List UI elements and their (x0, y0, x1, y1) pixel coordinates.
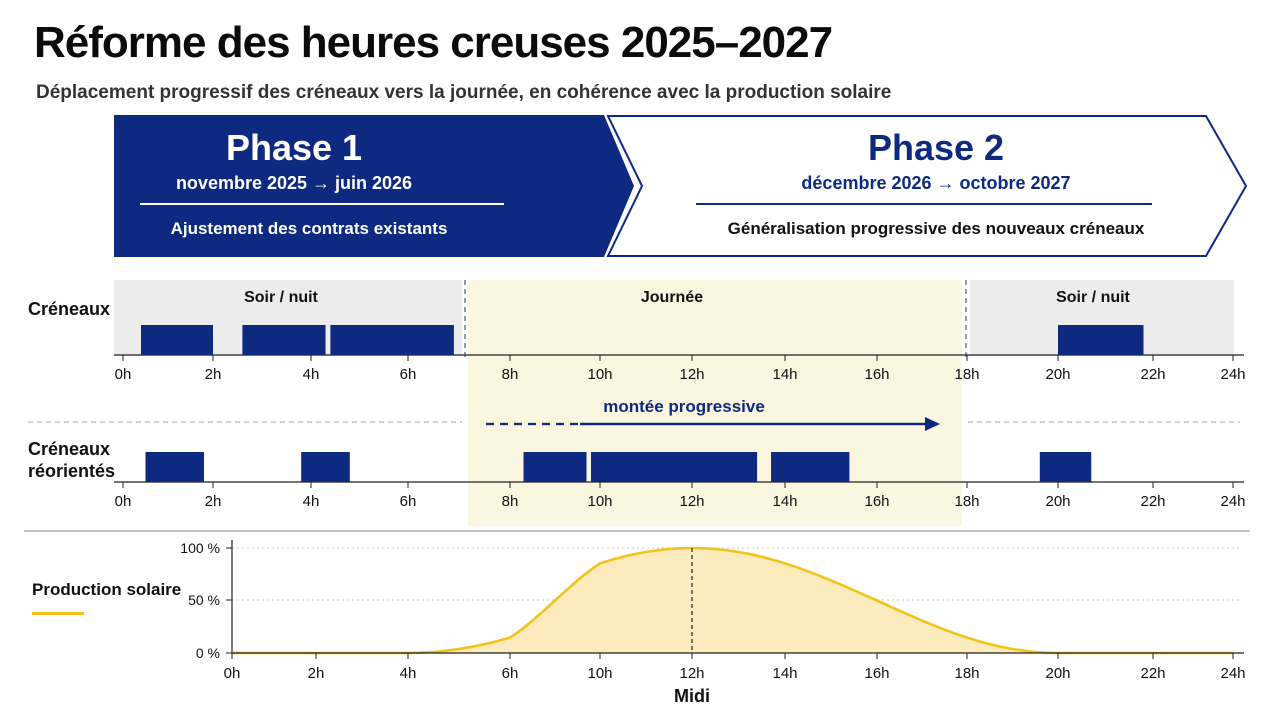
phase-1-banner: Phase 1 novembre 2025 → juin 2026 Ajuste… (114, 115, 634, 257)
zone-label-evening-left: Soir / nuit (244, 289, 318, 306)
reoriented-tick-label-6: 12h (679, 493, 704, 510)
phase-1-name: Phase 1 (225, 127, 363, 168)
phase-2-banner: Phase 2 décembre 2026 → octobre 2027 Gén… (606, 115, 1248, 257)
solar-x-tick-label-2: 4h (400, 665, 417, 682)
reoriented-slot-2 (523, 452, 587, 482)
phase-1-dates: novembre 2025 → juin 2026 (175, 173, 413, 193)
reoriented-slot-1 (301, 452, 350, 482)
current-slot-1 (242, 325, 326, 355)
current-tick-label-12: 24h (1220, 366, 1245, 383)
solar-legend-label: Production solaire (32, 580, 182, 599)
page-title: Réforme des heures creuses 2025–2027 (34, 18, 833, 67)
reoriented-tick-label-8: 16h (864, 493, 889, 510)
solar-x-tick-label-7: 16h (864, 665, 889, 682)
day-band (468, 280, 962, 526)
current-tick-label-1: 2h (205, 366, 222, 383)
phase-1-description: Ajustement des contrats existants (170, 219, 448, 238)
solar-x-tick-label-6: 14h (772, 665, 797, 682)
phase-1-divider (140, 203, 504, 205)
solar-x-tick-label-1: 2h (308, 665, 325, 682)
current-slot-3 (1058, 325, 1144, 355)
phase-2-name: Phase 2 (867, 127, 1005, 168)
current-tick-label-5: 10h (587, 366, 612, 383)
solar-y-label-2: 0 % (196, 645, 220, 661)
reoriented-slot-0 (145, 452, 204, 482)
current-slot-2 (330, 325, 454, 355)
page-subtitle: Déplacement progressif des créneaux vers… (36, 82, 892, 103)
arrow-head (925, 417, 940, 431)
solar-x-tick-label-8: 18h (954, 665, 979, 682)
reoriented-tick-label-9: 18h (954, 493, 979, 510)
current-tick-label-3: 6h (400, 366, 417, 383)
current-tick-label-0: 0h (115, 366, 132, 383)
phase-1-arrow-shape (114, 115, 634, 257)
current-tick-label-9: 18h (954, 366, 979, 383)
reoriented-slot-3 (591, 452, 758, 482)
phase-2-description: Généralisation progressive des nouveaux … (727, 219, 1145, 238)
reoriented-slot-5 (1039, 452, 1092, 482)
solar-x-tick-label-3: 6h (502, 665, 519, 682)
current-tick-label-11: 22h (1140, 366, 1165, 383)
reoriented-tick-label-12: 24h (1220, 493, 1245, 510)
reoriented-tick-label-10: 20h (1045, 493, 1070, 510)
solar-area (232, 548, 1233, 653)
solar-y-label-1: 50 % (188, 592, 220, 608)
reoriented-tick-label-7: 14h (772, 493, 797, 510)
current-tick-label-8: 16h (864, 366, 889, 383)
reoriented-tick-label-11: 22h (1140, 493, 1165, 510)
solar-x-tick-label-5: 12h (679, 665, 704, 682)
zone-label-day: Journée (641, 289, 703, 306)
reoriented-tick-label-0: 0h (115, 493, 132, 510)
solar-legend-swatch (32, 612, 84, 615)
phase-2-arrow-shape (606, 115, 1248, 257)
reoriented-tick-label-4: 8h (502, 493, 519, 510)
solar-x-tick-label-10: 22h (1140, 665, 1165, 682)
reoriented-slot-4 (771, 452, 850, 482)
solar-x-tick-label-9: 20h (1045, 665, 1070, 682)
phase-2-divider (696, 203, 1152, 205)
solar-x-tick-label-4: 10h (587, 665, 612, 682)
noon-label: Midi (674, 686, 710, 706)
phase-2-dates: décembre 2026 → octobre 2027 (801, 173, 1071, 193)
current-tick-label-10: 20h (1045, 366, 1070, 383)
reoriented-tick-label-5: 10h (587, 493, 612, 510)
solar-y-label-0: 100 % (180, 540, 220, 556)
current-tick-label-7: 14h (772, 366, 797, 383)
reoriented-tick-label-1: 2h (205, 493, 222, 510)
zone-label-evening-right: Soir / nuit (1056, 289, 1130, 306)
current-tick-label-2: 4h (303, 366, 320, 383)
solar-x-tick-label-11: 24h (1220, 665, 1245, 682)
reoriented-tick-label-2: 4h (303, 493, 320, 510)
solar-x-tick-label-0: 0h (224, 665, 241, 682)
arrow-label: montée progressive (603, 397, 765, 416)
reoriented-tick-label-3: 6h (400, 493, 417, 510)
current-tick-label-6: 12h (679, 366, 704, 383)
current-tick-label-4: 8h (502, 366, 519, 383)
reoriented-slots-label: Créneaux réorientés (28, 439, 116, 481)
current-slot-0 (141, 325, 213, 355)
